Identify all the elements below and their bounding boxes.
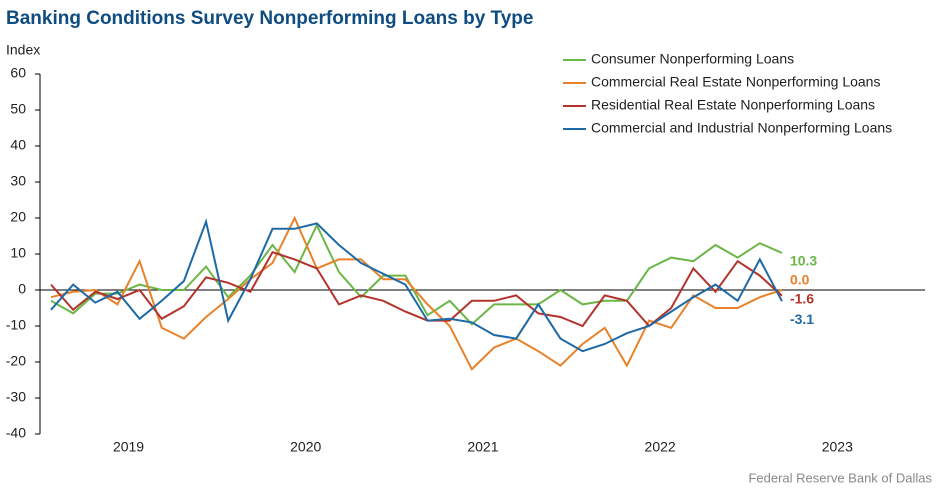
legend-label: Commercial and Industrial Nonperforming … [591, 120, 892, 136]
y-tick-label: -20 [6, 353, 26, 369]
source: Federal Reserve Bank of Dallas [748, 470, 932, 485]
y-axis-label: Index [6, 42, 40, 58]
y-tick-label: 10 [10, 245, 26, 261]
y-tick-label: 30 [10, 173, 26, 189]
legend-label: Consumer Nonperforming Loans [591, 51, 794, 67]
y-tick-label: -30 [6, 389, 26, 405]
legend-label: Residential Real Estate Nonperforming Lo… [591, 97, 875, 113]
x-tick-label: 2021 [467, 439, 498, 455]
end-label: -1.6 [790, 290, 814, 306]
series-line [50, 250, 783, 328]
x-tick-label: 2023 [822, 439, 853, 455]
x-tick-label: 2019 [113, 439, 144, 455]
x-tick-label: 2022 [645, 439, 676, 455]
y-tick-label: 0 [18, 281, 26, 297]
y-tick-label: 60 [10, 65, 26, 81]
y-tick-label: 40 [10, 137, 26, 153]
end-label: 0.0 [790, 272, 810, 288]
x-tick-label: 2020 [290, 439, 321, 455]
series-line [50, 222, 783, 326]
series-line [50, 218, 783, 353]
y-tick-label: 20 [10, 209, 26, 225]
y-tick-label: -10 [6, 317, 26, 333]
end-label: -3.1 [790, 311, 814, 327]
y-tick-label: 50 [10, 101, 26, 117]
legend-label: Commercial Real Estate Nonperforming Loa… [591, 74, 880, 90]
chart-title: Banking Conditions Survey Nonperforming … [6, 8, 533, 29]
end-label: 10.3 [790, 253, 817, 269]
series-line [50, 215, 783, 371]
y-tick-label: -40 [6, 425, 26, 441]
